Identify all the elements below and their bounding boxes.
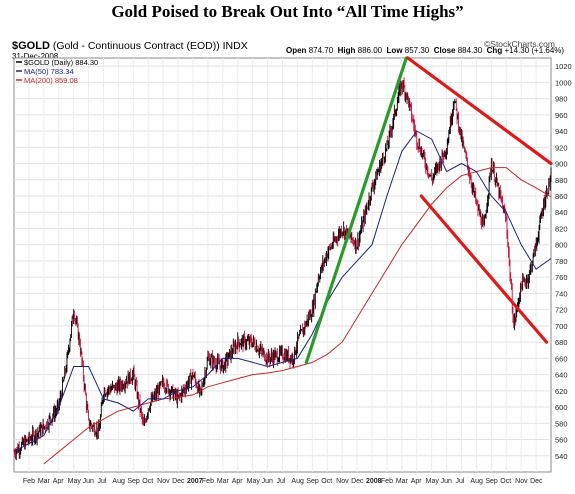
y-tick-label-900: 900 (555, 160, 568, 169)
x-tick-label-14: Apr (232, 478, 244, 485)
ohlc-chg-key: Chg (486, 46, 503, 55)
legend-label-2: MA(200) 859.08 (24, 76, 78, 85)
x-tick-label-8: Oct (142, 478, 153, 485)
x-tick-label-20: Oct (321, 478, 332, 485)
y-tick-label-660: 660 (555, 354, 568, 363)
ohlc-low-val: 857.30 (404, 46, 430, 55)
y-tick-label-860: 860 (555, 192, 568, 201)
x-tick-label-7: Sep (127, 478, 140, 485)
ohlc-high-val: 886.00 (357, 46, 383, 55)
ohlc-open-val: 874.70 (308, 46, 334, 55)
y-tick-label-680: 680 (555, 338, 568, 347)
x-tick-label-30: Aug (470, 478, 483, 485)
x-tick-label-6: Aug (112, 478, 125, 485)
y-tick-label-580: 580 (555, 419, 568, 428)
y-tick-label-880: 880 (555, 176, 568, 185)
y-tick-label-700: 700 (555, 322, 568, 331)
x-tick-label-18: Aug (291, 478, 304, 485)
y-tick-label-560: 560 (555, 436, 568, 445)
trendlines (304, 56, 553, 365)
x-tick-label-4: Jun (83, 478, 94, 485)
x-tick-label-1: Mar (38, 478, 51, 485)
trendline-red-2 (419, 194, 549, 344)
y-tick-label-1020: 1020 (555, 62, 572, 71)
y-tick-label-740: 740 (555, 289, 568, 298)
x-tick-label-11: 2007 (187, 478, 203, 485)
y-tick-label-800: 800 (555, 241, 568, 250)
y-tick-label-540: 540 (555, 452, 568, 461)
axes: 540 560 580 600 620 640 660 680 700 720 740 760 780 8… (23, 62, 572, 485)
x-tick-label-32: Oct (500, 478, 511, 485)
legend-label-1: MA(50) 783.34 (24, 67, 74, 76)
grid (13, 57, 552, 473)
y-tick-label-640: 640 (555, 371, 568, 380)
x-tick-label-10: Dec (172, 478, 185, 485)
x-tick-label-33: Nov (515, 478, 528, 485)
x-tick-label-13: Mar (217, 478, 230, 485)
x-tick-label-0: Feb (23, 478, 35, 485)
y-tick-label-980: 980 (555, 95, 568, 104)
y-tick-label-940: 940 (555, 127, 568, 136)
x-tick-label-27: May (426, 478, 440, 485)
ohlc-low-key: Low (386, 46, 403, 55)
y-tick-label-840: 840 (555, 208, 568, 217)
x-tick-label-31: Sep (485, 478, 498, 485)
ma50-line (13, 130, 552, 453)
x-tick-label-23: 2008 (366, 478, 382, 485)
series (13, 77, 552, 465)
ohlc-open-key: Open (286, 46, 307, 55)
ohlc-chg-val: +14.30 (+1.64%) (504, 46, 565, 55)
x-tick-label-29: Jul (456, 478, 465, 485)
x-tick-label-26: Apr (411, 478, 423, 485)
x-tick-label-34: Dec (530, 478, 543, 485)
y-tick-label-920: 920 (555, 143, 568, 152)
y-tick-label-820: 820 (555, 224, 568, 233)
x-tick-label-21: Nov (336, 478, 349, 485)
x-tick-label-17: Jul (277, 478, 286, 485)
chart-date: 31-Dec-2008 (12, 52, 59, 61)
ohlc-high-key: High (337, 46, 356, 55)
x-tick-label-16: Jun (262, 478, 273, 485)
chart-title: Gold Poised to Break Out Into “All Time … (111, 2, 464, 21)
x-tick-label-24: Feb (381, 478, 393, 485)
symbol-line: $GOLD (Gold - Continuous Contract (EOD))… (12, 40, 248, 52)
y-tick-label-780: 780 (555, 257, 568, 266)
x-tick-label-5: Jul (98, 478, 107, 485)
ticker: $GOLD (12, 40, 50, 52)
x-tick-label-9: Nov (157, 478, 170, 485)
x-tick-label-25: Mar (396, 478, 409, 485)
y-tick-label-600: 600 (555, 403, 568, 412)
x-tick-label-12: Feb (202, 478, 214, 485)
x-tick-label-15: May (247, 478, 261, 485)
y-tick-label-960: 960 (555, 111, 568, 120)
x-tick-label-3: May (68, 478, 82, 485)
y-tick-label-1000: 1000 (555, 78, 572, 87)
ohlc-close-key: Close (433, 46, 456, 55)
y-tick-label-760: 760 (555, 273, 568, 282)
x-tick-label-28: Jun (441, 478, 452, 485)
y-tick-label-620: 620 (555, 387, 568, 396)
trendline-green-0 (304, 56, 408, 365)
y-tick-label-720: 720 (555, 306, 568, 315)
symbol-desc: (Gold - Continuous Contract (EOD)) INDX (52, 40, 248, 52)
x-tick-label-19: Sep (306, 478, 319, 485)
legend-label-0: $GOLD (Daily) 884.30 (24, 58, 98, 67)
ohlc-readout: Open 874.70 High 886.00 Low 857.30 Close… (286, 46, 564, 55)
ohlc-close-val: 884.30 (457, 46, 483, 55)
trendline-red-1 (406, 56, 553, 166)
x-tick-label-22: Dec (351, 478, 364, 485)
x-tick-label-2: Apr (53, 478, 65, 485)
brand-logo: ©StockCharts.com (484, 39, 555, 49)
